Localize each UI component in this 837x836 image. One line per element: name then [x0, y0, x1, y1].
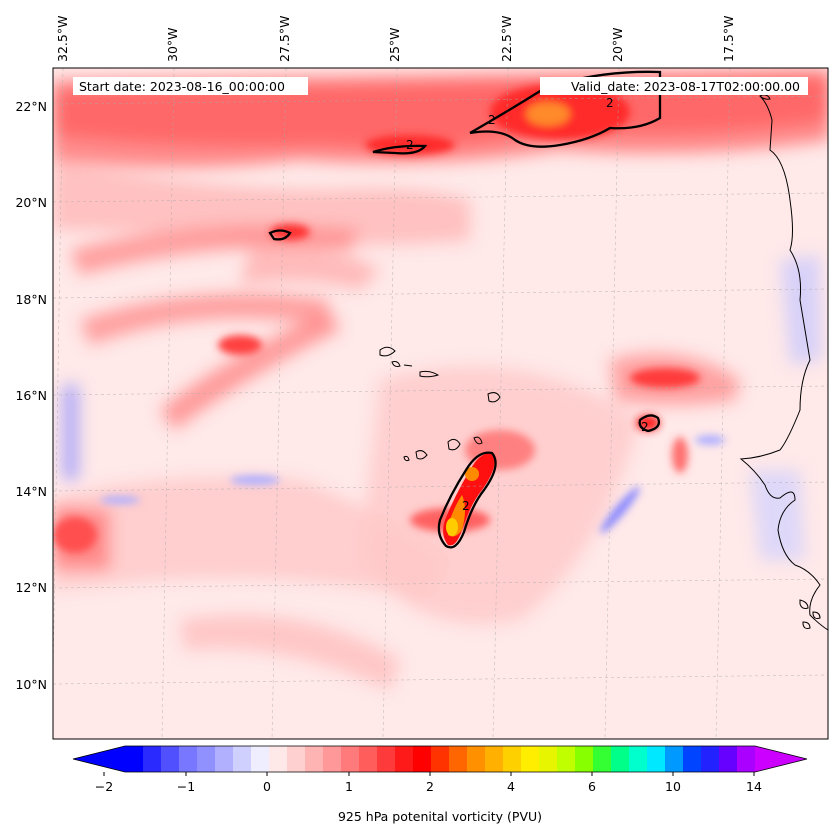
- colorbar-cell: [485, 746, 504, 772]
- colorbar-cell: [413, 746, 432, 772]
- lon-label: 17.5°W: [721, 16, 736, 62]
- colorbar-cell: [161, 746, 180, 772]
- lat-label: 20°N: [15, 195, 47, 210]
- colorbar-cell: [467, 746, 486, 772]
- colorbar-tick-label: 14: [746, 779, 762, 794]
- contour-label: 2: [488, 113, 496, 127]
- colorbar-cell: [269, 746, 288, 772]
- colorbar-outline: [72, 745, 808, 773]
- colorbar-cell: [215, 746, 234, 772]
- map-area: 2 2 2 2 2: [53, 68, 828, 739]
- start-date: Start date: 2023-08-16_00:00:00: [79, 79, 285, 94]
- pv-core: [443, 452, 495, 546]
- colorbar-cell: [503, 746, 522, 772]
- colorbar-cell: [233, 746, 252, 772]
- lon-label: 30°W: [165, 27, 180, 62]
- colorbar-cell: [683, 746, 702, 772]
- african-coastline: [739, 94, 828, 631]
- cape-verde-islands: [379, 346, 501, 462]
- colorbar-cell: [323, 746, 342, 772]
- colorbar-cell: [629, 746, 648, 772]
- lon-label: 27.5°W: [277, 16, 292, 62]
- colorbar-cell: [197, 746, 216, 772]
- colorbar-cell: [539, 746, 558, 772]
- colorbar-label: 925 hPa potenital vorticity (PVU): [338, 809, 542, 824]
- colorbar-extend-min: [73, 746, 125, 772]
- colorbar-cell: [701, 746, 720, 772]
- latitude-labels: 22°N 20°N 18°N 16°N 14°N 12°N 10°N: [15, 99, 47, 692]
- colorbar-cell: [611, 746, 630, 772]
- colorbar-cell: [359, 746, 378, 772]
- colorbar-cell: [431, 746, 450, 772]
- colorbar-cell: [557, 746, 576, 772]
- colorbar-cell: [665, 746, 684, 772]
- lat-label: 10°N: [15, 677, 47, 692]
- colorbar-cell: [593, 746, 612, 772]
- lon-label: 32.5°W: [55, 16, 70, 62]
- colorbar-ticks: −2 −1 0 1 2 4 6 10 14: [95, 772, 762, 794]
- colorbar-tick-label: −1: [177, 779, 195, 794]
- colorbar-cell: [179, 746, 198, 772]
- colorbar-cell: [521, 746, 540, 772]
- colorbar-cell: [251, 746, 270, 772]
- colorbar-cell: [287, 746, 306, 772]
- colorbar: −2 −1 0 1 2 4 6 10 14 925 hPa potenital vorticit…: [72, 745, 808, 824]
- colorbar-tick-label: 4: [507, 779, 515, 794]
- lat-label: 22°N: [15, 99, 47, 114]
- colorbar-cell: [575, 746, 594, 772]
- colorbar-cell: [737, 746, 756, 772]
- contour-label: 2: [462, 499, 470, 513]
- colorbar-tick-label: 10: [665, 779, 681, 794]
- valid-date: Valid_date: 2023-08-17T02:00:00.00: [571, 79, 800, 94]
- contour-label: 2: [606, 96, 614, 110]
- colorbar-tick-label: 1: [345, 779, 353, 794]
- colorbar-cell: [719, 746, 738, 772]
- colorbar-cells: [125, 746, 756, 772]
- longitude-labels: 32.5°W 30°W 27.5°W 25°W 22.5°W 20°W 17.5…: [55, 16, 736, 62]
- colorbar-cell: [647, 746, 666, 772]
- lon-label: 20°W: [610, 27, 625, 62]
- contour-label: 2: [406, 138, 414, 152]
- colorbar-tick-label: 0: [263, 779, 271, 794]
- contour-labels: 2 2 2 2 2: [406, 96, 649, 513]
- colorbar-tick-label: 6: [588, 779, 596, 794]
- lat-label: 12°N: [15, 580, 47, 595]
- colorbar-cell: [377, 746, 396, 772]
- colorbar-cell: [395, 746, 414, 772]
- colorbar-cell: [341, 746, 360, 772]
- map-frame: [52, 67, 829, 740]
- lon-label: 22.5°W: [499, 16, 514, 62]
- lat-label: 18°N: [15, 292, 47, 307]
- colorbar-tick-label: 2: [426, 779, 434, 794]
- colorbar-tick-label: −2: [95, 779, 113, 794]
- colorbar-cell: [143, 746, 162, 772]
- lat-label: 14°N: [15, 484, 47, 499]
- lon-label: 25°W: [387, 27, 402, 62]
- colorbar-cell: [449, 746, 468, 772]
- colorbar-extend-max: [755, 746, 807, 772]
- colorbar-cell: [305, 746, 324, 772]
- header: Start date: 2023-08-16_00:00:00 Valid_da…: [73, 77, 808, 95]
- lat-label: 16°N: [15, 388, 47, 403]
- colorbar-cell: [125, 746, 144, 772]
- graticule: [53, 68, 828, 739]
- contour-label: 2: [641, 420, 649, 434]
